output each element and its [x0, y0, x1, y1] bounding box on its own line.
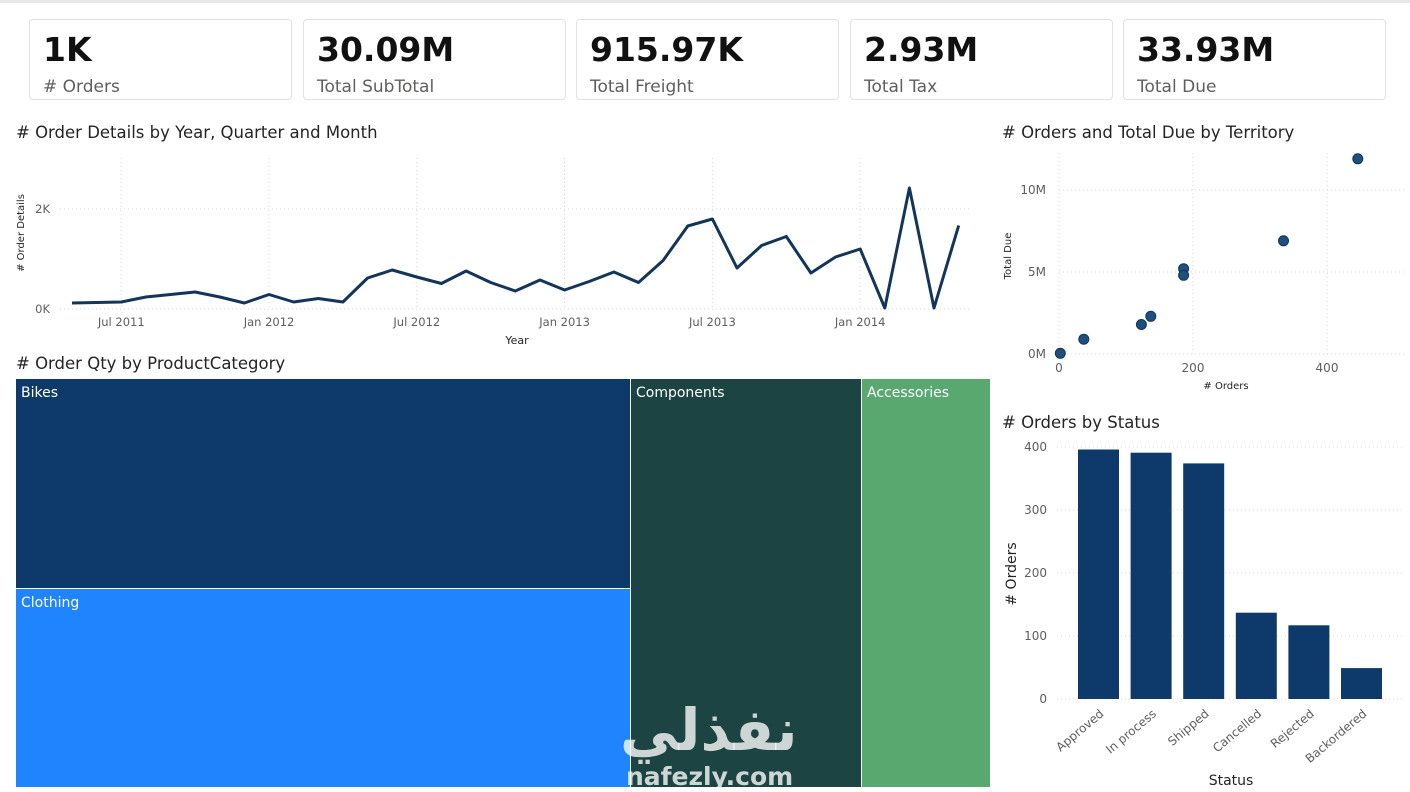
bar-approved: [1078, 449, 1119, 699]
y-tick-label: 300: [1024, 503, 1047, 517]
kpi-value: 915.97K: [590, 30, 743, 69]
treemap-tile-components[interactable]: Components: [630, 378, 862, 788]
y-axis-label: # Order Details: [16, 194, 27, 272]
y-axis-label: Total Due: [1003, 233, 1014, 281]
bar-chart[interactable]: # Orders Status 0 100 200 300 400 ApprovedIn…: [1002, 437, 1410, 792]
scatter-chart-title: # Orders and Total Due by Territory: [1002, 123, 1295, 142]
y-tick-label: 200: [1024, 566, 1047, 580]
kpi-card-total-freight[interactable]: 915.97K Total Freight: [576, 19, 839, 100]
category-label: Rejected: [1268, 707, 1317, 751]
kpi-card-total-tax[interactable]: 2.93M Total Tax: [850, 19, 1113, 100]
bar-cancelled: [1235, 612, 1277, 699]
line-series: [71, 186, 961, 310]
treemap-title: # Order Qty by ProductCategory: [16, 354, 286, 373]
bar-in-process: [1130, 452, 1172, 699]
scatter-point: [1078, 333, 1090, 345]
kpi-label: # Orders: [43, 77, 120, 97]
treemap-tile-label: Accessories: [867, 385, 950, 401]
category-label: In process: [1103, 707, 1159, 757]
category-label: Shipped: [1165, 707, 1211, 749]
x-tick-label: Jul 2011: [97, 315, 145, 329]
kpi-label: Total SubTotal: [317, 77, 435, 97]
kpi-label: Total Due: [1137, 77, 1217, 97]
scatter-point: [1054, 347, 1066, 359]
treemap[interactable]: Bikes Clothing Components Accessories: [15, 378, 991, 788]
x-tick-label: Jul 2012: [392, 315, 440, 329]
y-tick-label: 0M: [1028, 347, 1046, 361]
x-tick-label: 200: [1182, 361, 1205, 375]
scatter-point: [1278, 235, 1289, 247]
scatter-point: [1135, 319, 1147, 330]
treemap-tile-label: Components: [636, 385, 725, 401]
treemap-tile-bikes[interactable]: Bikes: [15, 378, 631, 589]
x-axis-label: Status: [1209, 773, 1254, 789]
y-tick-label: 5M: [1028, 265, 1046, 279]
y-tick-label: 400: [1024, 440, 1047, 454]
x-tick-label: 400: [1316, 361, 1339, 375]
scatter-point: [1145, 310, 1157, 322]
y-tick-label: 10M: [1020, 183, 1046, 197]
x-tick-label: Jan 2013: [538, 315, 590, 329]
scatter-chart[interactable]: Total Due # Orders 0 200 400 0M 5M 10M: [1002, 148, 1410, 398]
top-border: [0, 0, 1410, 3]
x-axis-label: # Orders: [1203, 381, 1248, 392]
line-chart[interactable]: # Order Details Year Jul 2011 Jan 2012 Jul…: [0, 148, 975, 353]
kpi-value: 33.93M: [1137, 30, 1275, 69]
x-tick-label: Jan 2014: [834, 315, 886, 329]
treemap-tile-accessories[interactable]: Accessories: [861, 378, 991, 788]
treemap-tile-label: Bikes: [21, 385, 59, 401]
y-tick-label: 0: [1039, 692, 1047, 706]
kpi-card-total-due[interactable]: 33.93M Total Due: [1123, 19, 1386, 100]
category-label: Approved: [1053, 707, 1106, 755]
line-chart-title: # Order Details by Year, Quarter and Mon…: [16, 123, 378, 142]
kpi-value: 30.09M: [317, 30, 455, 69]
kpi-label: Total Freight: [590, 77, 694, 97]
kpi-label: Total Tax: [864, 77, 938, 97]
y-axis-label: # Orders: [1004, 542, 1020, 605]
bar-shipped: [1183, 463, 1225, 699]
x-axis-label: Year: [504, 334, 529, 347]
x-tick-label: Jul 2013: [688, 315, 736, 329]
bar-chart-title: # Orders by Status: [1002, 413, 1160, 432]
bar-rejected: [1288, 625, 1330, 699]
kpi-value: 2.93M: [864, 30, 979, 69]
bar-backordered: [1341, 668, 1382, 699]
scatter-point: [1178, 269, 1190, 281]
kpi-card-total-subtotal[interactable]: 30.09M Total SubTotal: [303, 19, 566, 100]
treemap-tile-label: Clothing: [21, 595, 80, 611]
y-tick-label: 2K: [35, 202, 50, 216]
treemap-tile-clothing[interactable]: Clothing: [15, 588, 631, 788]
kpi-card-orders[interactable]: 1K # Orders: [29, 19, 292, 100]
y-tick-label: 100: [1024, 629, 1047, 643]
x-tick-label: 0: [1055, 361, 1063, 375]
y-tick-label: 0K: [35, 302, 50, 316]
scatter-point: [1352, 153, 1364, 165]
x-tick-label: Jan 2012: [243, 315, 295, 329]
kpi-value: 1K: [43, 30, 92, 69]
category-label: Cancelled: [1210, 707, 1264, 756]
